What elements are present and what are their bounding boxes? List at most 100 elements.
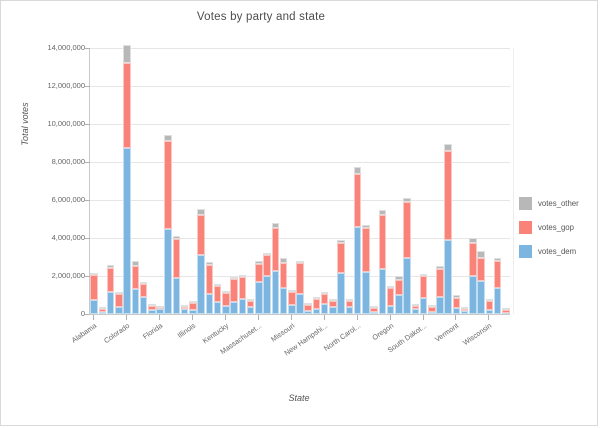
bar[interactable] xyxy=(189,300,197,314)
bar-segment-votes-other xyxy=(147,304,156,307)
bar[interactable] xyxy=(502,307,510,314)
bar[interactable] xyxy=(98,306,107,314)
x-axis-ticks xyxy=(89,315,510,321)
bar[interactable] xyxy=(304,303,312,314)
bar[interactable] xyxy=(403,197,411,314)
bar-segment-votes-other xyxy=(287,289,296,292)
bar[interactable] xyxy=(123,44,131,314)
x-axis-labels: Alabama Colorado Florida Illinois Kentucky Ma… xyxy=(1,319,521,381)
bar[interactable] xyxy=(312,297,321,314)
bar-segment-votes-gop xyxy=(320,294,329,304)
bar-segment-votes-other xyxy=(90,273,98,276)
bar-segment-votes-gop xyxy=(345,300,354,307)
bar[interactable] xyxy=(164,135,172,314)
bar[interactable] xyxy=(337,240,345,314)
bar-segment-votes-gop xyxy=(312,299,321,309)
bar-segment-votes-dem xyxy=(205,294,214,314)
legend-item-dem[interactable]: votes_dem xyxy=(519,245,579,258)
bar[interactable] xyxy=(180,304,189,314)
bar-segment-votes-gop xyxy=(452,298,461,309)
bar[interactable] xyxy=(271,222,280,314)
bar-segment-votes-dem xyxy=(337,273,345,314)
bar[interactable] xyxy=(287,289,296,314)
bar[interactable] xyxy=(493,257,502,314)
bar[interactable] xyxy=(411,303,420,314)
bar-segment-votes-other xyxy=(106,265,115,269)
bar-segment-votes-gop xyxy=(147,306,156,310)
legend-item-other[interactable]: votes_other xyxy=(519,197,579,210)
bar-segment-votes-dem xyxy=(353,227,362,314)
bar-segment-votes-dem xyxy=(106,291,115,314)
bar-segment-votes-other xyxy=(205,262,214,265)
bar[interactable] xyxy=(263,252,271,314)
bar[interactable] xyxy=(279,258,288,314)
x-axis-tick xyxy=(422,315,424,320)
bar[interactable] xyxy=(139,282,148,314)
bar[interactable] xyxy=(362,225,370,314)
y-axis-tick-label: 12,000,000 xyxy=(47,81,85,90)
bar[interactable] xyxy=(419,273,428,314)
bar[interactable] xyxy=(444,143,452,314)
bar-segment-votes-gop xyxy=(386,288,395,307)
bar[interactable] xyxy=(353,167,362,314)
y-axis-tick xyxy=(85,200,90,201)
bar-segment-votes-dem xyxy=(131,288,140,314)
bar-segment-votes-dem xyxy=(370,312,378,314)
bar[interactable] xyxy=(345,298,354,314)
legend-item-gop[interactable]: votes_gop xyxy=(519,221,579,234)
bar-segment-votes-gop xyxy=(411,305,420,310)
bar-segment-votes-dem xyxy=(312,308,321,314)
bar-segment-votes-other xyxy=(320,292,329,295)
bar-segment-votes-dem xyxy=(139,296,148,314)
bar[interactable] xyxy=(477,251,485,314)
bar[interactable] xyxy=(320,292,329,314)
bar[interactable] xyxy=(485,299,494,314)
bar[interactable] xyxy=(156,306,164,314)
bar[interactable] xyxy=(230,277,238,314)
bar-segment-votes-other xyxy=(469,238,477,243)
bar[interactable] xyxy=(238,274,247,314)
x-axis-tick xyxy=(159,315,160,320)
x-axis-tick-label: Kentucky xyxy=(200,321,231,346)
bar-segment-votes-gop xyxy=(164,140,172,229)
bar[interactable] xyxy=(131,261,140,314)
bar[interactable] xyxy=(205,262,214,314)
bar[interactable] xyxy=(386,286,395,314)
gridline xyxy=(90,162,510,163)
bar[interactable] xyxy=(296,260,304,314)
bar-segment-votes-other xyxy=(271,222,280,228)
bar[interactable] xyxy=(147,304,156,314)
bar[interactable] xyxy=(213,284,222,314)
bar-segment-votes-other xyxy=(345,298,354,301)
bar-segment-votes-gop xyxy=(180,306,189,309)
bar[interactable] xyxy=(246,298,255,314)
legend-swatch-other xyxy=(519,197,532,210)
bar[interactable] xyxy=(329,298,337,314)
bar[interactable] xyxy=(115,291,123,314)
bar-segment-votes-gop xyxy=(296,263,304,294)
bar[interactable] xyxy=(469,238,477,314)
bar-segment-votes-dem xyxy=(287,304,296,314)
bar-segment-votes-other xyxy=(403,197,411,202)
bar-segment-votes-gop xyxy=(395,280,403,295)
bar[interactable] xyxy=(222,291,230,314)
bar[interactable] xyxy=(452,295,461,314)
bar[interactable] xyxy=(197,208,205,314)
bar[interactable] xyxy=(370,306,378,314)
bar-segment-votes-dem xyxy=(460,310,469,314)
bar-segment-votes-gop xyxy=(460,308,469,311)
bar[interactable] xyxy=(106,265,115,314)
bar[interactable] xyxy=(90,273,98,314)
bar[interactable] xyxy=(255,261,263,314)
bar[interactable] xyxy=(172,235,181,314)
bar-segment-votes-gop xyxy=(271,227,280,271)
bar[interactable] xyxy=(427,305,436,314)
bar-segment-votes-dem xyxy=(147,309,156,314)
bar[interactable] xyxy=(460,306,469,314)
bar[interactable] xyxy=(395,276,403,314)
bar[interactable] xyxy=(378,209,387,314)
bar[interactable] xyxy=(436,266,444,314)
bar-segment-votes-gop xyxy=(222,293,230,306)
gridline xyxy=(90,48,510,49)
bar-segment-votes-other xyxy=(329,298,337,301)
